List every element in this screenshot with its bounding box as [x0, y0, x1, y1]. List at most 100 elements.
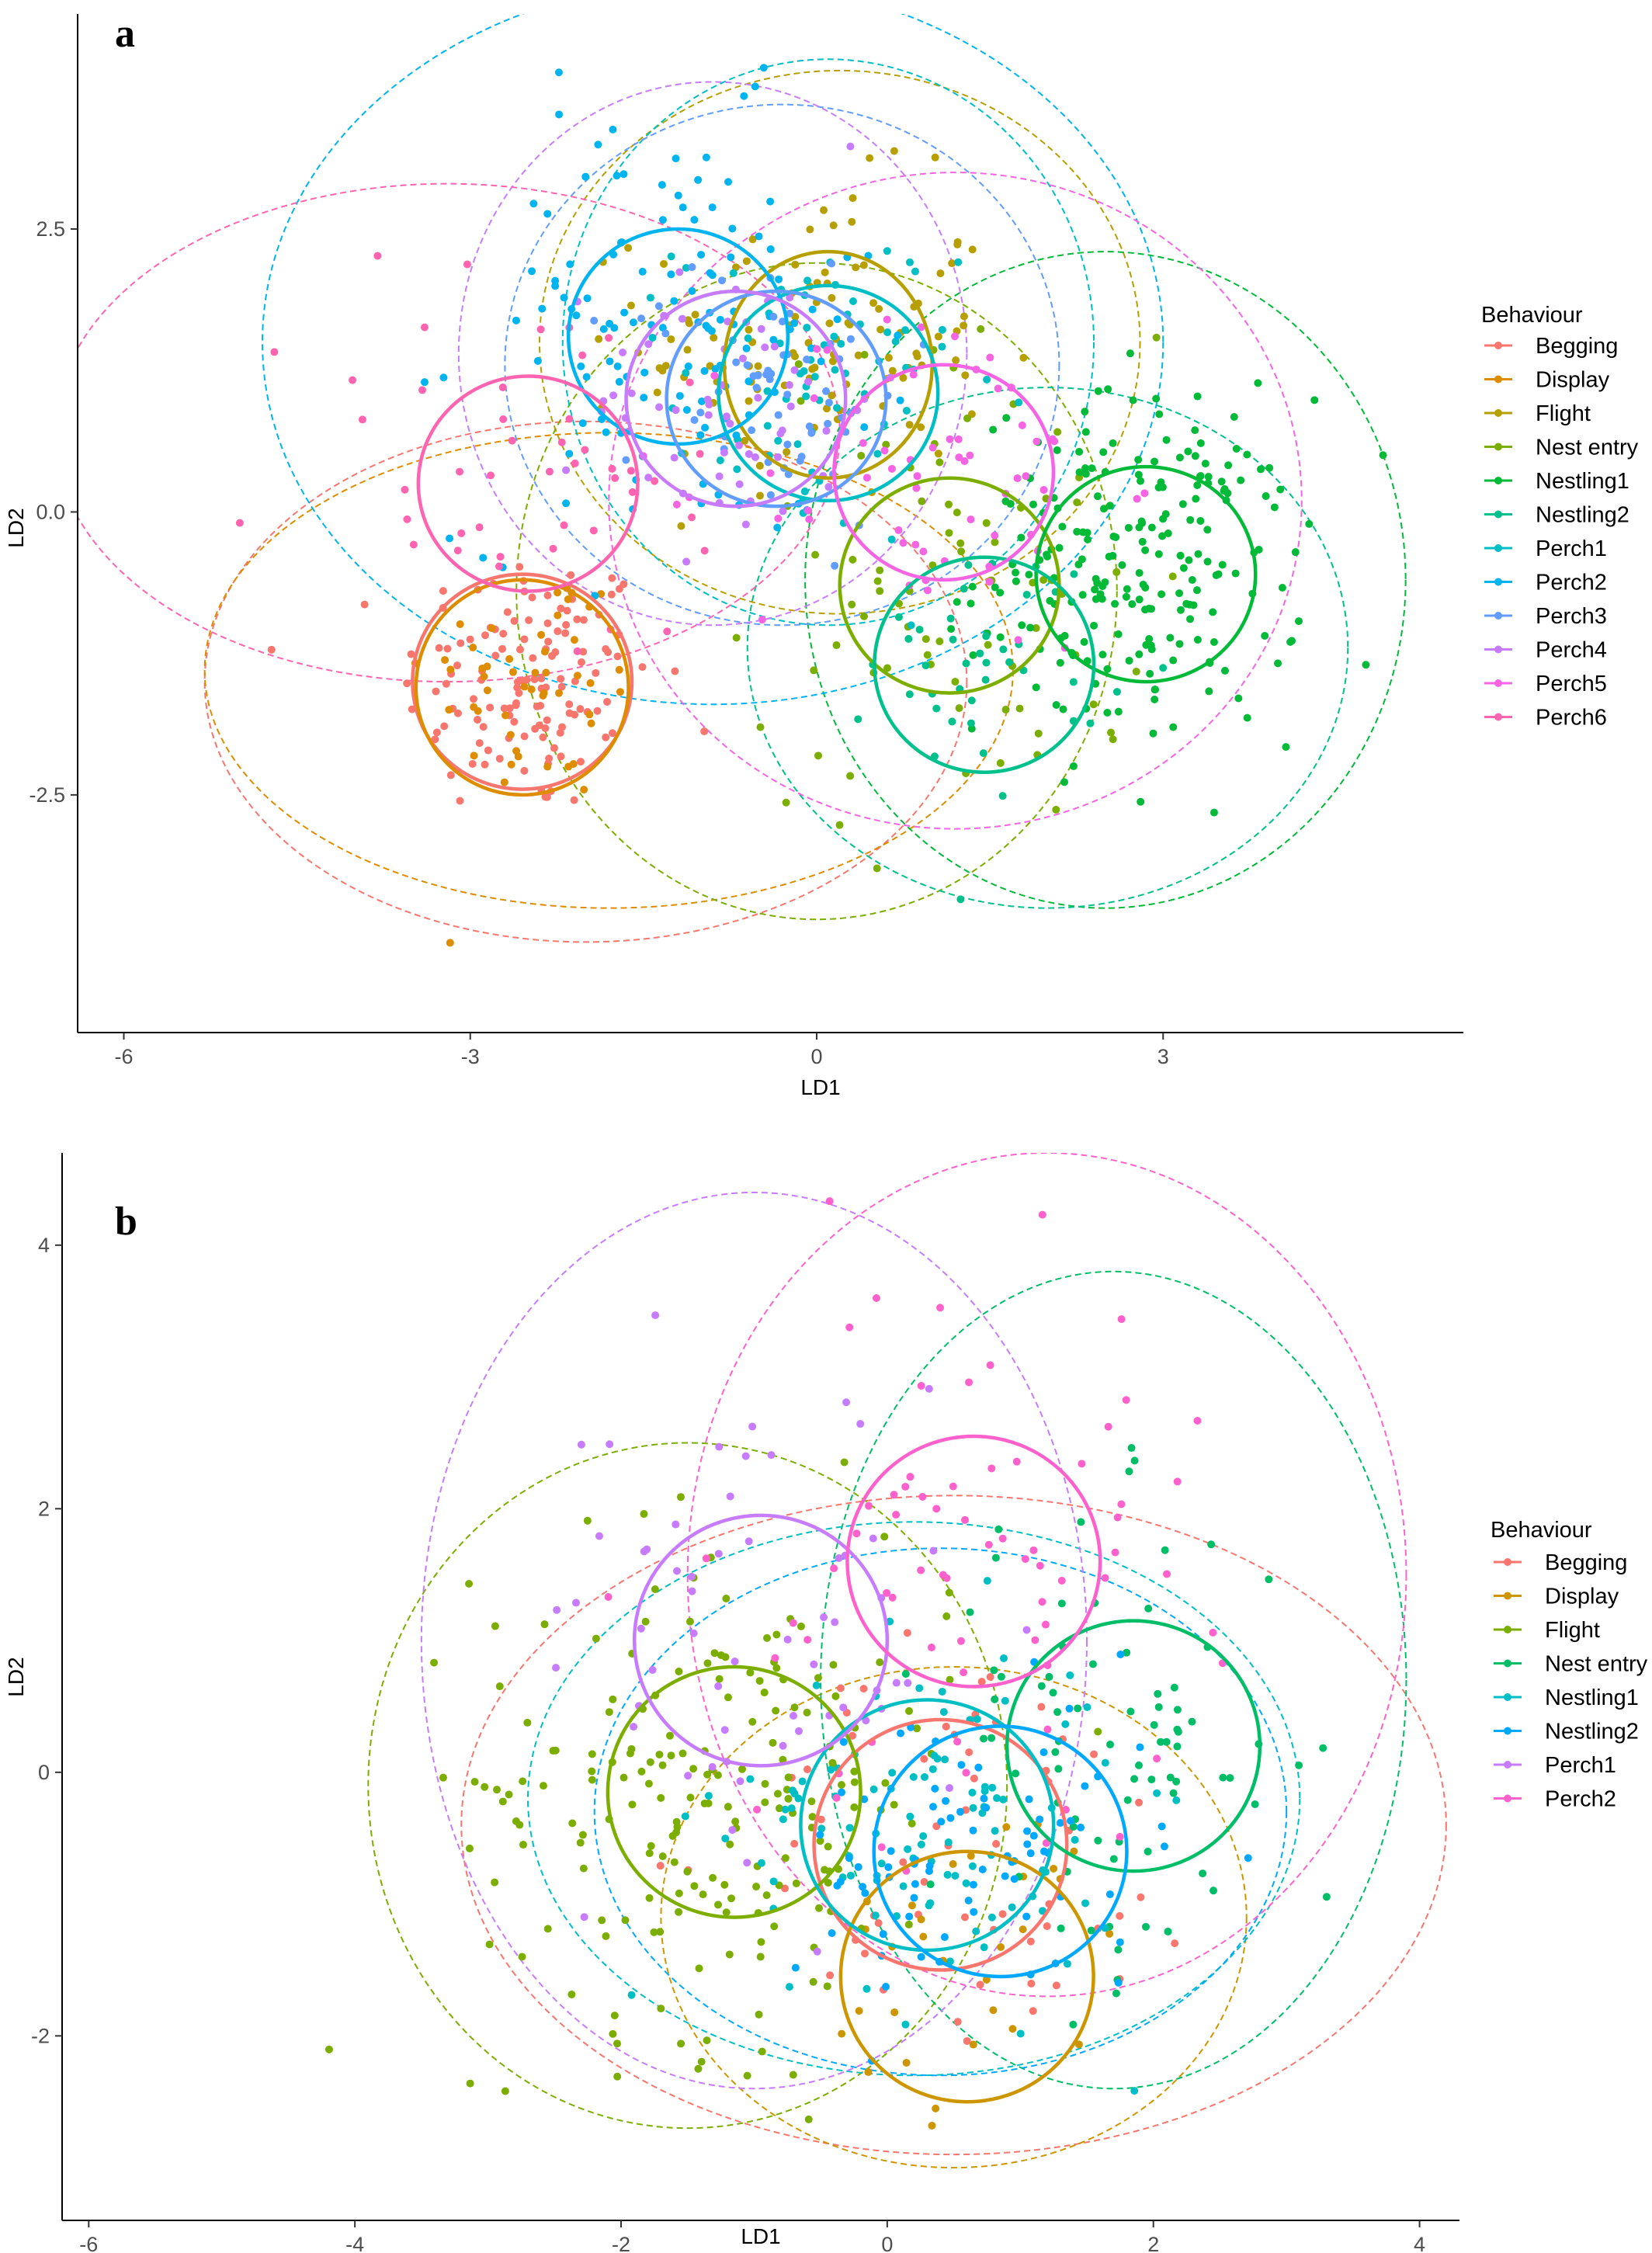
data-point	[877, 1859, 886, 1868]
data-point	[727, 253, 735, 262]
data-point	[846, 335, 855, 343]
data-point	[987, 1464, 996, 1473]
data-point	[986, 353, 994, 362]
data-point	[1010, 1875, 1019, 1883]
data-point	[807, 429, 816, 437]
data-point	[999, 1654, 1008, 1662]
data-point	[825, 1197, 834, 1206]
data-point	[876, 566, 884, 575]
data-point	[775, 275, 783, 283]
solid-ellipse-perch3	[665, 289, 888, 509]
solid-ellipse-perch1	[632, 1513, 890, 1768]
data-point	[826, 1971, 835, 1980]
data-point	[917, 1381, 925, 1390]
data-point	[991, 538, 999, 547]
data-point	[973, 1715, 981, 1724]
data-point	[1219, 1773, 1227, 1782]
data-point	[1036, 1561, 1044, 1570]
data-point	[942, 1722, 950, 1731]
data-point	[498, 383, 507, 391]
legend-item: Begging	[1484, 334, 1618, 359]
data-point	[456, 639, 465, 647]
data-point	[923, 586, 932, 595]
data-point	[746, 1668, 755, 1677]
data-point	[536, 701, 545, 710]
data-point	[779, 1741, 787, 1750]
data-point	[869, 1534, 877, 1543]
solid-ellipse-flight	[606, 1665, 862, 1919]
data-point	[884, 1863, 893, 1872]
data-point	[831, 561, 839, 570]
data-point	[942, 1612, 951, 1620]
data-point	[667, 252, 675, 261]
data-point	[783, 391, 792, 399]
data-point	[568, 1819, 577, 1828]
data-point	[724, 178, 733, 186]
data-point	[610, 2012, 619, 2020]
data-point	[1278, 583, 1286, 592]
data-point	[714, 1682, 723, 1690]
data-point	[1083, 1703, 1092, 1711]
data-point	[1220, 666, 1229, 675]
data-point	[791, 352, 800, 360]
data-point	[892, 1678, 901, 1687]
data-point	[1282, 743, 1290, 752]
data-point	[938, 325, 946, 334]
data-point	[1042, 1838, 1050, 1847]
x-tick-label: -2	[612, 2233, 630, 2253]
data-point	[1117, 1500, 1126, 1508]
data-point	[565, 450, 574, 458]
data-point	[541, 724, 550, 733]
data-point	[1052, 700, 1060, 709]
data-point	[570, 636, 578, 644]
data-point	[531, 724, 540, 733]
data-point	[1099, 448, 1108, 457]
y-tick-label: 0	[38, 1761, 50, 1784]
data-point	[501, 2087, 509, 2095]
data-point	[731, 263, 740, 272]
data-point	[963, 2036, 971, 2045]
data-point	[1175, 640, 1184, 648]
data-point	[762, 1891, 771, 1900]
data-point	[468, 759, 477, 768]
legend-label: Nestling2	[1536, 503, 1629, 528]
data-point	[503, 608, 512, 616]
legend-label: Nestling2	[1545, 1720, 1639, 1744]
data-point	[800, 487, 809, 495]
data-point	[839, 1737, 848, 1746]
data-point	[1060, 778, 1068, 786]
dashed-ellipse-begging	[460, 1494, 1447, 2156]
data-point	[786, 402, 795, 411]
data-point	[678, 314, 686, 323]
data-point	[1199, 1869, 1207, 1878]
data-point	[724, 318, 732, 326]
data-point	[789, 1619, 797, 1627]
data-point	[758, 616, 766, 624]
data-point	[510, 616, 519, 625]
data-point	[519, 1777, 527, 1786]
data-point	[771, 1654, 779, 1662]
dashed-ellipse-perch2	[262, 14, 1164, 706]
data-point	[732, 358, 741, 366]
data-point	[557, 675, 565, 683]
data-point	[495, 562, 503, 571]
data-point	[1061, 1720, 1070, 1728]
data-point	[502, 711, 510, 720]
data-point	[783, 1635, 792, 1644]
data-point	[869, 299, 878, 307]
data-point	[682, 405, 691, 414]
data-point	[917, 1566, 925, 1574]
data-point	[1109, 439, 1117, 447]
data-point	[785, 1983, 793, 1991]
data-point	[658, 1761, 667, 1769]
data-point	[1171, 1939, 1179, 1948]
data-point	[839, 1703, 848, 1712]
data-point	[846, 1871, 855, 1880]
data-point	[324, 2045, 333, 2053]
data-point	[828, 293, 836, 302]
data-point	[1193, 636, 1202, 644]
data-point	[563, 606, 571, 615]
data-point	[682, 369, 690, 377]
panel-b: -6 -4 -2 0 2 4 -2 0 2 4 b LD1 LD2 Behaviour Beggi…	[4, 1153, 1648, 2253]
data-point	[637, 1767, 646, 1776]
